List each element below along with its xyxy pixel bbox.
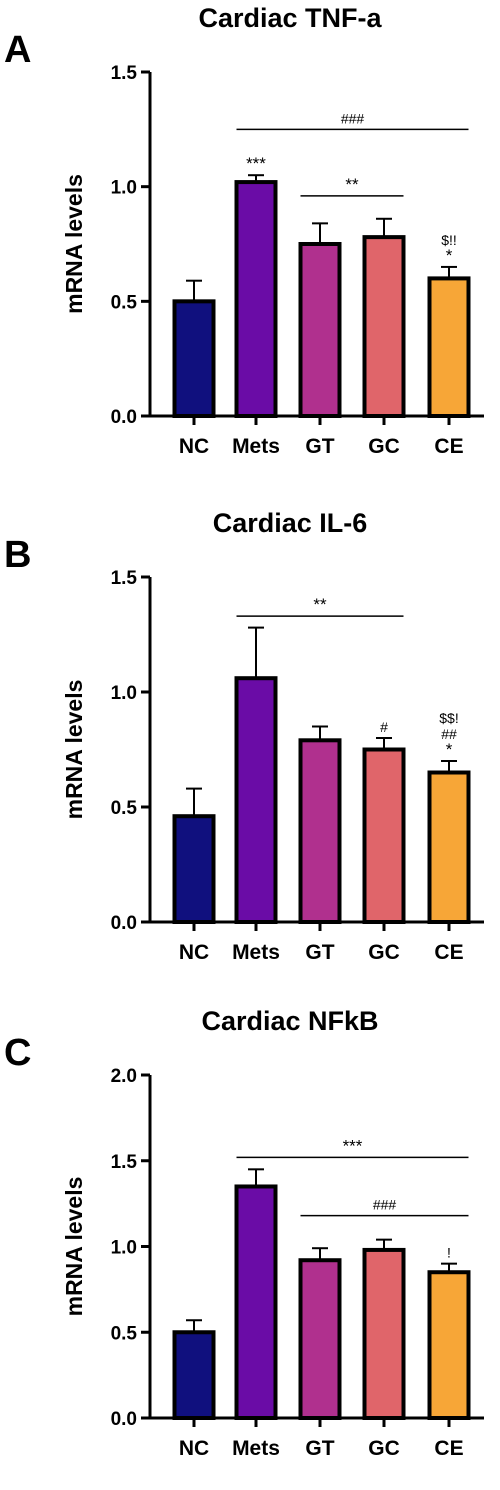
panel-letter: C [4,1032,31,1074]
bar-gt [298,738,342,924]
y-tick-label: 0.0 [111,407,137,428]
y-axis-label: mRNA levels [61,680,87,820]
y-tick-label: 1.5 [111,1152,138,1173]
y-tick-label: 0.5 [111,292,138,313]
bar-nc [172,1330,216,1420]
chart-panel-a: A Cardiac TNF-a mRNA levels *** $!!* ### ** 0.0… [4,3,484,458]
significance-label: ! [447,1245,451,1261]
x-tick-label: GT [305,435,334,458]
x-tick-label: NC [179,435,209,458]
x-tick-label: GT [305,1437,334,1460]
bar-mets [234,180,278,418]
significance-label: * [446,740,453,759]
y-tick-label: 1.0 [111,178,137,199]
bracket-label: ### [341,110,365,126]
chart-title: Cardiac IL-6 [213,508,368,538]
y-tick-label: 0.0 [111,1409,137,1430]
y-tick-label: 0.5 [111,798,138,819]
x-tick-label: CE [434,941,463,964]
significance-label: # [380,719,388,735]
chart-title: Cardiac TNF-a [198,3,382,33]
y-tick-label: 0.5 [111,1323,138,1344]
significance-label: ## [441,726,457,742]
panel-letter: A [4,29,31,71]
x-tick-label: GC [368,435,400,458]
bar-gt [298,1258,342,1420]
x-tick-label: GC [368,1437,400,1460]
x-tick-label: GT [305,941,334,964]
bar-gc [362,1247,406,1421]
significance-label: $!! [441,232,457,248]
significance-label: $$! [439,710,458,726]
bar-gc [362,235,406,418]
bar-gt [298,242,342,418]
bracket-label: ** [345,175,359,194]
y-tick-label: 2.0 [111,1066,137,1087]
y-tick-label: 0.0 [111,913,137,934]
chart-panel-c: C Cardiac NFkB mRNA levels ! *** ### 0.0 0.5 1.0… [4,1006,484,1460]
x-tick-label: NC [179,941,209,964]
x-tick-label: CE [434,435,463,458]
x-tick-label: Mets [232,941,280,964]
x-tick-label: GC [368,941,400,964]
bracket-label: ** [313,595,327,614]
y-axis-label: mRNA levels [61,174,87,314]
chart-title: Cardiac NFkB [201,1006,378,1036]
bar-mets [234,1184,278,1420]
panel-letter: B [4,534,31,576]
bar-gc [362,747,406,924]
significance-label: *** [246,154,266,173]
bar-ce [427,770,471,924]
significance-label: * [446,246,453,265]
y-tick-label: 1.5 [111,63,138,84]
bar-mets [234,676,278,925]
y-tick-label: 1.0 [111,1238,137,1259]
x-tick-label: Mets [232,1437,280,1460]
bar-nc [172,299,216,419]
x-tick-label: Mets [232,435,280,458]
x-tick-label: CE [434,1437,463,1460]
bar-ce [427,1270,471,1420]
y-axis-label: mRNA levels [61,1177,87,1317]
y-tick-label: 1.0 [111,683,137,704]
y-tick-label: 1.5 [111,568,138,589]
bar-ce [427,276,471,418]
bracket-label: *** [343,1136,363,1155]
bracket-label: ### [373,1197,397,1213]
x-tick-label: NC [179,1437,209,1460]
bar-nc [172,814,216,925]
